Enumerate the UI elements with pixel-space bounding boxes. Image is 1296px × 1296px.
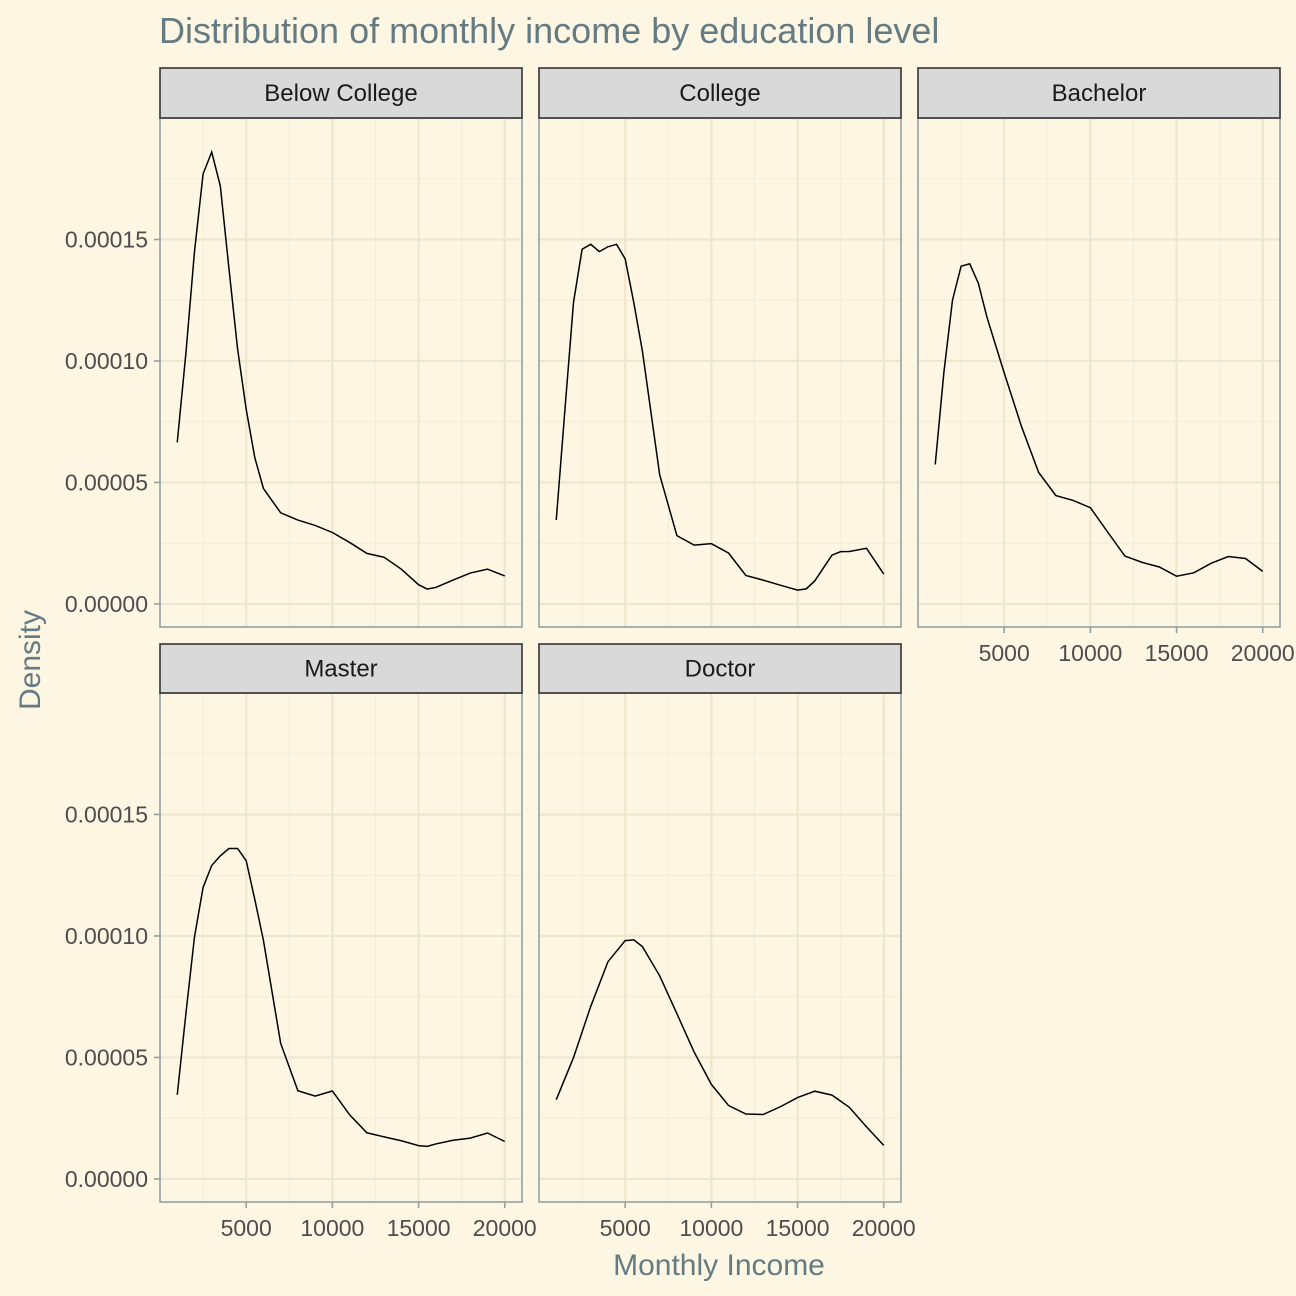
facet-strip [538,67,902,119]
panel-border [159,692,523,1203]
y-axis-title: Density [14,610,47,710]
facet-strip [159,643,523,694]
facet-master: Master 0.00000 0.00005 0.00010 0.00015 5000 10… [65,643,537,1241]
facet-strip-label: Master [304,656,377,683]
facet-doctor: Doctor 5000 10000 15000 20000 [538,643,916,1241]
y-tick-label: 0.00000 [65,1166,148,1192]
panel-border [538,692,902,1203]
facet-below-college: Below College 0.00000 0.00005 0.00010 0.0001… [65,67,523,628]
density-line-master [176,847,506,1148]
facet-strip [159,67,523,119]
panel-border [538,117,902,628]
facet-strip-label: Bachelor [1052,80,1147,107]
facet-strip-label: Below College [264,80,417,107]
x-tick-label: 10000 [679,1215,743,1241]
y-tick-label: 0.00000 [65,591,148,617]
y-tick-label: 0.00010 [65,923,148,949]
x-tick-label: 15000 [1145,640,1209,666]
y-tick-label: 0.00010 [65,348,148,374]
x-tick-label: 5000 [600,1215,651,1241]
density-line-college [555,243,885,591]
y-tick-label: 0.00005 [65,469,148,495]
x-tick-label: 15000 [766,1215,830,1241]
x-tick-label: 20000 [473,1215,537,1241]
panel-border [159,117,523,628]
facet-bachelor: Bachelor 5000 10000 15000 20000 [917,67,1295,666]
chart-title: Distribution of monthly income by educat… [159,10,939,51]
x-tick-label: 20000 [1231,640,1295,666]
x-tick-label: 15000 [387,1215,451,1241]
x-tick-label: 10000 [1058,640,1122,666]
x-axis-title: Monthly Income [613,1249,825,1282]
density-line-bachelor [934,262,1264,578]
x-tick-label: 5000 [221,1215,272,1241]
density-line-below-college [176,149,506,590]
facet-strip-label: Doctor [685,656,756,683]
density-line-doctor [555,939,885,1146]
facet-strip [538,643,902,694]
y-tick-label: 0.00005 [65,1044,148,1070]
panel-border [917,117,1281,628]
facet-college: College [538,67,902,628]
y-tick-label: 0.00015 [65,226,148,252]
y-tick-label: 0.00015 [65,801,148,827]
facet-strip-label: College [679,80,760,107]
x-tick-label: 10000 [300,1215,364,1241]
x-tick-label: 20000 [852,1215,916,1241]
facet-strip [917,67,1281,119]
facet-panels: Below College 0.00000 0.00005 0.00010 0.0001… [65,67,1295,1241]
x-tick-label: 5000 [979,640,1030,666]
